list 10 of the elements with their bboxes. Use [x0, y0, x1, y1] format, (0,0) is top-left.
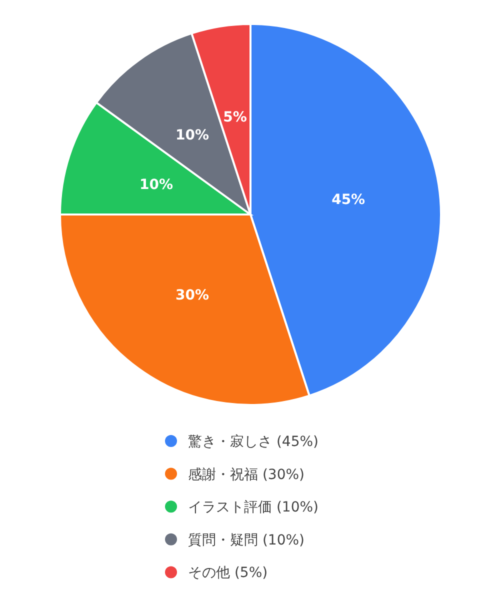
data-label: 10% — [176, 127, 210, 144]
data-label: 30% — [176, 288, 210, 304]
legend-label: イラスト評価 (10%) — [188, 500, 318, 516]
data-label: 45% — [332, 192, 366, 208]
legend-label: その他 (5%) — [188, 565, 268, 582]
data-label: 10% — [140, 176, 174, 193]
legend-label: 驚き・寂しさ (45%) — [188, 434, 318, 450]
data-label: 5% — [223, 110, 247, 126]
legend-label: 感謝・祝福 (30%) — [188, 466, 304, 483]
legend-label: 質問・疑問 (10%) — [188, 532, 304, 548]
